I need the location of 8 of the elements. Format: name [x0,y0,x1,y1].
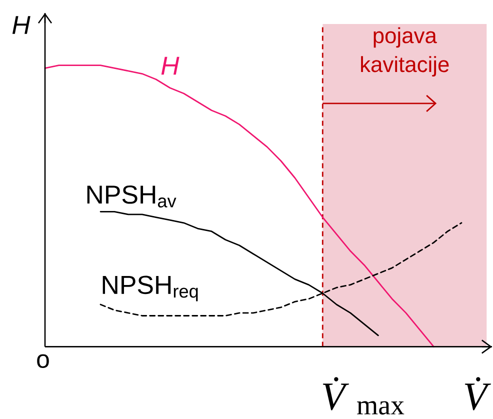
y-axis-title: H [12,16,30,34]
annotation: pojava kavitacije [361,27,449,77]
series-label: NPSH$_{av}$ [87,185,176,208]
series-label: H [161,56,180,75]
series-label: NPSH$_{req}$ [102,276,198,302]
text: o [37,354,49,368]
text: V̇$_{max}$ [322,377,404,415]
x-axis-title: V̇ [464,377,492,410]
